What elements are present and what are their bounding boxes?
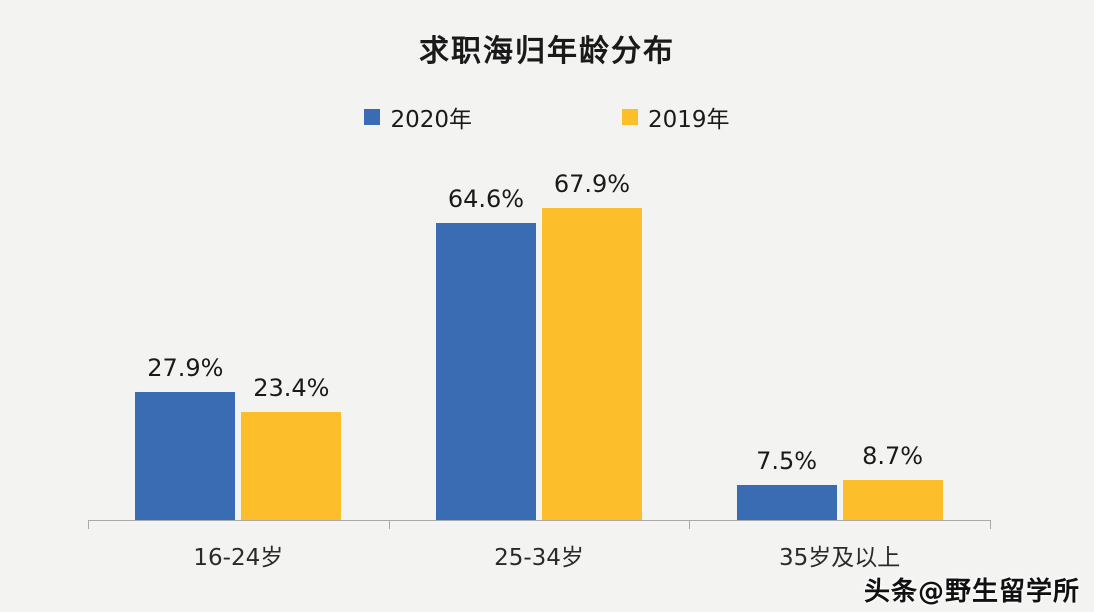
axis-tick bbox=[388, 520, 390, 529]
legend-swatch-icon bbox=[622, 109, 638, 125]
bar-value-label: 7.5% bbox=[756, 447, 818, 475]
bar-group: 27.9% 23.4% bbox=[135, 354, 342, 520]
bar-2020年-16-24岁 bbox=[135, 392, 236, 520]
axis-tick bbox=[990, 520, 991, 529]
legend-label: 2020年 bbox=[390, 107, 472, 133]
bar-value-label: 8.7% bbox=[862, 442, 924, 470]
watermark: 头条@野生留学所 bbox=[863, 577, 1080, 607]
bar-column: 64.6% bbox=[435, 185, 536, 520]
bar-group: 7.5% 8.7% bbox=[736, 442, 943, 520]
bar-2019年-25-34岁 bbox=[541, 208, 642, 520]
legend-item: 2020年 bbox=[364, 100, 472, 134]
chart-title: 求职海归年龄分布 bbox=[419, 34, 675, 69]
bar-column: 23.4% bbox=[241, 374, 342, 520]
bar-value-label: 23.4% bbox=[253, 374, 330, 402]
x-axis-line bbox=[88, 520, 990, 521]
legend: 2020年 2019年 bbox=[0, 100, 1094, 134]
bar-group: 64.6% 67.9% bbox=[435, 170, 642, 520]
axis-tick bbox=[689, 520, 691, 529]
bar-2019年-35岁及以上 bbox=[842, 480, 943, 520]
bar-2020年-25-34岁 bbox=[435, 223, 536, 520]
category-label: 25-34岁 bbox=[494, 545, 584, 571]
axis-tick bbox=[88, 520, 89, 529]
bar-column: 8.7% bbox=[842, 442, 943, 520]
bar-column: 7.5% bbox=[736, 447, 837, 520]
bar-value-label: 64.6% bbox=[447, 185, 525, 213]
bar-2020年-35岁及以上 bbox=[736, 485, 837, 520]
category-label: 16-24岁 bbox=[193, 545, 284, 571]
bar-value-label: 27.9% bbox=[147, 354, 224, 382]
category-labels: 16-24岁 25-34岁 35岁及以上 bbox=[88, 538, 990, 572]
bar-column: 27.9% bbox=[135, 354, 236, 520]
category-label: 35岁及以上 bbox=[779, 545, 901, 571]
plot-area: 27.9% 23.4% 64.6% 67.9% 7.5% 8.7% 16-24岁 25-34… bbox=[88, 0, 991, 612]
bar-2019年-16-24岁 bbox=[241, 412, 342, 520]
bar-groups: 27.9% 23.4% 64.6% 67.9% 7.5% 8.7% bbox=[88, 170, 990, 520]
bar-column: 67.9% bbox=[541, 170, 642, 520]
bar-value-label: 67.9% bbox=[553, 170, 631, 198]
legend-label: 2019年 bbox=[648, 107, 730, 133]
legend-swatch-icon bbox=[364, 109, 381, 125]
legend-item: 2019年 bbox=[622, 100, 730, 134]
